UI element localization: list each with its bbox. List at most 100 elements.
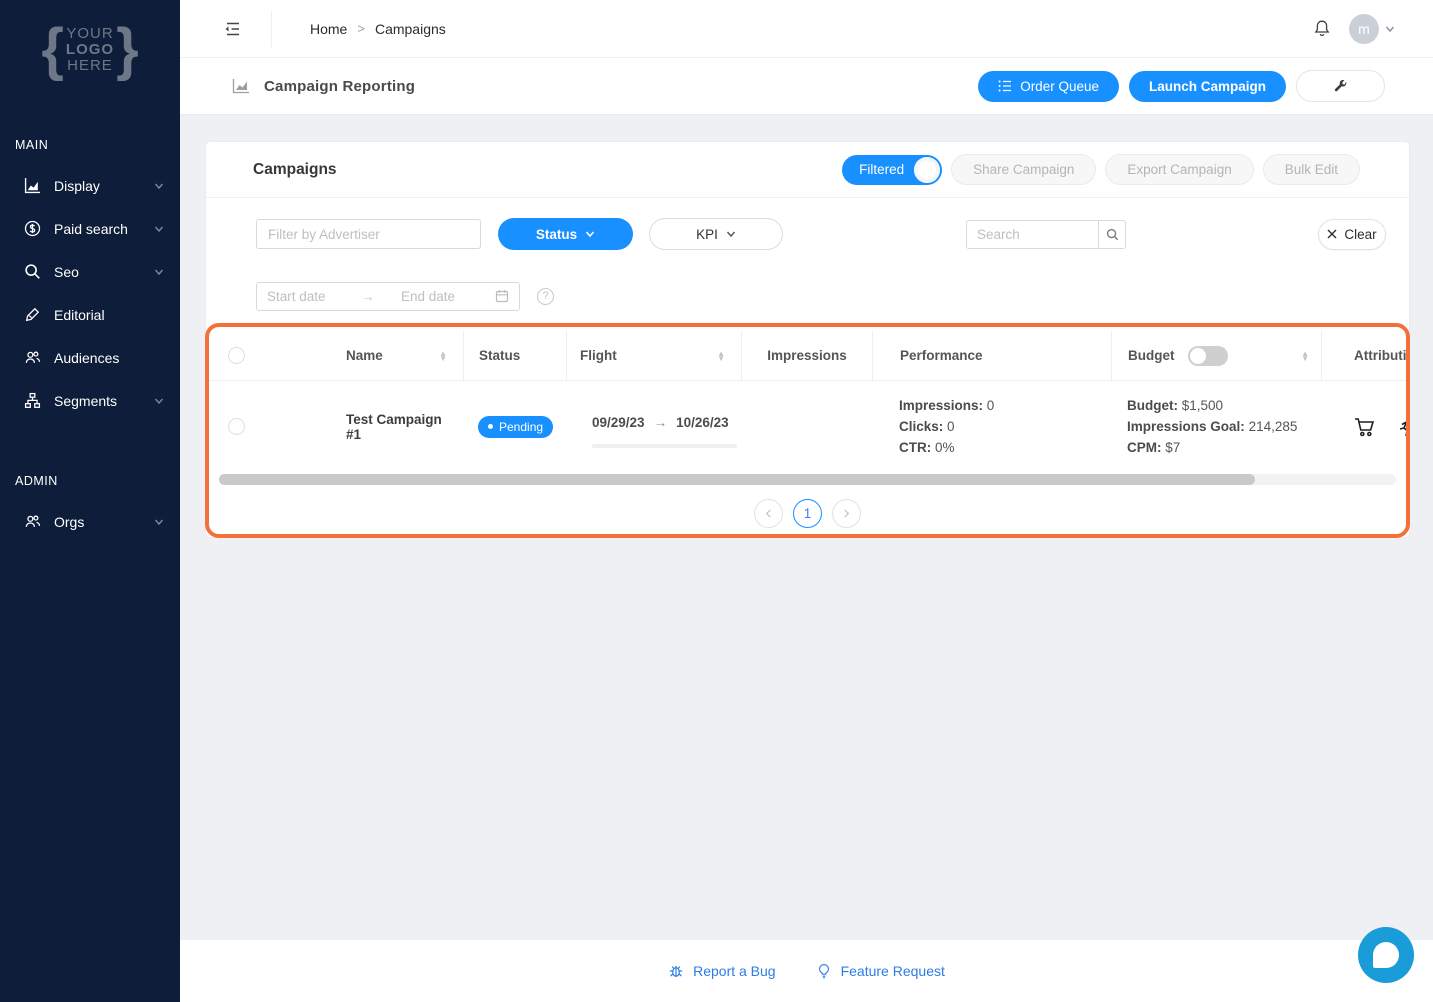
chart-icon — [24, 177, 41, 194]
help-icon[interactable]: ? — [537, 287, 554, 305]
nav-section-admin: ADMIN — [15, 474, 58, 488]
search-input[interactable] — [966, 219, 1098, 249]
sidebar: { YOUR LOGO HERE } MAIN Display Paid sea… — [0, 0, 180, 1002]
status-dropdown-label: Status — [535, 226, 578, 242]
sidebar-item-paid-search[interactable]: Paid search — [0, 207, 180, 250]
user-menu[interactable]: m — [1349, 13, 1395, 44]
filtered-toggle[interactable]: Filtered — [842, 154, 943, 185]
search-icon — [24, 263, 41, 280]
status-dropdown[interactable]: Status — [498, 218, 633, 250]
status-dot-icon — [488, 424, 493, 429]
report-bug-label: Report a Bug — [693, 963, 776, 979]
notification-bell-icon[interactable] — [1313, 19, 1331, 38]
export-campaign-label: Export Campaign — [1127, 162, 1232, 177]
breadcrumb-home[interactable]: Home — [310, 20, 348, 37]
highlighter-icon — [24, 306, 41, 323]
sort-icon[interactable]: ▲ ▼ — [717, 348, 725, 363]
launch-campaign-button[interactable]: Launch Campaign — [1128, 70, 1286, 102]
clicks-stat: Clicks: 0 — [899, 419, 955, 434]
cluster-icon — [24, 392, 41, 409]
budget-toggle[interactable] — [1187, 345, 1228, 366]
logo-line-3: HERE — [67, 57, 113, 74]
logo-brace-left: { — [41, 17, 64, 82]
logo-brace-right: } — [116, 17, 139, 82]
chevron-down-icon — [154, 267, 164, 277]
toggle-knob — [1189, 347, 1206, 364]
report-bug-link[interactable]: Report a Bug — [668, 963, 776, 979]
select-all-radio[interactable] — [227, 347, 245, 364]
cpm-stat: CPM: $7 — [1127, 440, 1181, 455]
footer: Report a Bug Feature Request — [180, 940, 1433, 1002]
bulk-edit-button[interactable]: Bulk Edit — [1262, 154, 1360, 185]
breadcrumb-separator: > — [357, 21, 365, 36]
chevron-down-icon — [726, 229, 736, 239]
kpi-dropdown[interactable]: KPI — [649, 218, 783, 250]
date-range-picker[interactable]: Start date → End date — [256, 281, 520, 311]
campaigns-panel: Campaigns Filtered Share Campaign Export… — [205, 141, 1410, 538]
table-row[interactable]: Test Campaign #1 Pending 09/29/23 → 10/2… — [206, 381, 1409, 472]
start-date-placeholder: Start date — [267, 288, 326, 304]
sort-icon[interactable]: ▲ ▼ — [1301, 348, 1309, 363]
sidebar-item-label: Editorial — [54, 306, 105, 323]
logo-line-1: YOUR — [66, 25, 114, 42]
column-header-performance: Performance — [900, 348, 983, 363]
sidebar-item-label: Audiences — [54, 349, 120, 366]
panel-title: Campaigns — [253, 160, 337, 178]
prev-page-button[interactable] — [754, 499, 783, 528]
flight-progress-bar — [592, 444, 737, 448]
clear-label: Clear — [1344, 226, 1377, 242]
chevron-down-icon — [154, 396, 164, 406]
sidebar-item-segments[interactable]: Segments — [0, 379, 180, 422]
avatar[interactable]: m — [1349, 13, 1379, 44]
impressions-stat: Impressions: 0 — [899, 398, 995, 413]
status-badge: Pending — [478, 415, 554, 438]
filtered-toggle-label: Filtered — [859, 162, 905, 177]
feature-request-link[interactable]: Feature Request — [816, 963, 945, 979]
next-page-button[interactable] — [832, 499, 861, 528]
sidebar-item-display[interactable]: Display — [0, 164, 180, 207]
flight-start-date: 09/29/23 — [592, 415, 645, 430]
cart-icon[interactable] — [1353, 415, 1377, 439]
chat-widget-button[interactable] — [1358, 927, 1414, 983]
campaign-name[interactable]: Test Campaign #1 — [346, 411, 442, 442]
order-queue-button[interactable]: Order Queue — [978, 70, 1119, 102]
launch-campaign-label: Launch Campaign — [1148, 78, 1266, 94]
sidebar-item-label: Segments — [54, 392, 118, 409]
export-campaign-button[interactable]: Export Campaign — [1105, 154, 1254, 185]
share-campaign-button[interactable]: Share Campaign — [951, 154, 1097, 185]
dollar-circle-icon — [24, 220, 41, 237]
sidebar-item-label: Seo — [54, 263, 79, 280]
campaigns-table: Name ▲ ▼ Status Flight ▲ ▼ Impressions Per… — [206, 330, 1409, 528]
chat-bubble-icon — [1373, 942, 1399, 968]
scrollbar-thumb[interactable] — [219, 474, 1255, 485]
advertiser-filter-input[interactable] — [256, 219, 481, 249]
clear-filters-button[interactable]: Clear — [1318, 218, 1386, 250]
settings-wrench-button[interactable] — [1296, 70, 1385, 102]
chevron-down-icon — [154, 224, 164, 234]
sort-icon[interactable]: ▲ ▼ — [439, 348, 447, 363]
breadcrumb: Home > Campaigns — [310, 21, 446, 37]
column-header-budget: Budget — [1128, 348, 1175, 363]
row-select-radio[interactable] — [227, 418, 245, 435]
runner-icon[interactable] — [1394, 415, 1409, 439]
wrench-icon — [1333, 79, 1348, 94]
column-header-name: Name — [346, 348, 383, 363]
nav-section-main: MAIN — [15, 138, 49, 152]
column-header-flight: Flight — [580, 348, 617, 363]
sidebar-item-audiences[interactable]: Audiences — [0, 336, 180, 379]
ctr-stat: CTR: 0% — [899, 440, 955, 455]
column-header-status: Status — [479, 348, 521, 363]
chevron-down-icon — [1385, 24, 1395, 34]
budget-stat: Budget: $1,500 — [1127, 398, 1224, 413]
search-button[interactable] — [1098, 219, 1126, 249]
chevron-down-icon — [154, 181, 164, 191]
sidebar-collapse-icon[interactable] — [223, 20, 241, 38]
sidebar-item-orgs[interactable]: Orgs — [0, 500, 180, 543]
sidebar-item-editorial[interactable]: Editorial — [0, 293, 180, 336]
impressions-goal-stat: Impressions Goal: 214,285 — [1127, 419, 1298, 434]
page-header: Campaign Reporting Order Queue Launch Ca… — [180, 58, 1433, 115]
page-1-button[interactable]: 1 — [793, 499, 822, 528]
column-header-impressions: Impressions — [767, 348, 847, 363]
main-content: Campaigns Filtered Share Campaign Export… — [180, 115, 1433, 940]
sidebar-item-seo[interactable]: Seo — [0, 250, 180, 293]
